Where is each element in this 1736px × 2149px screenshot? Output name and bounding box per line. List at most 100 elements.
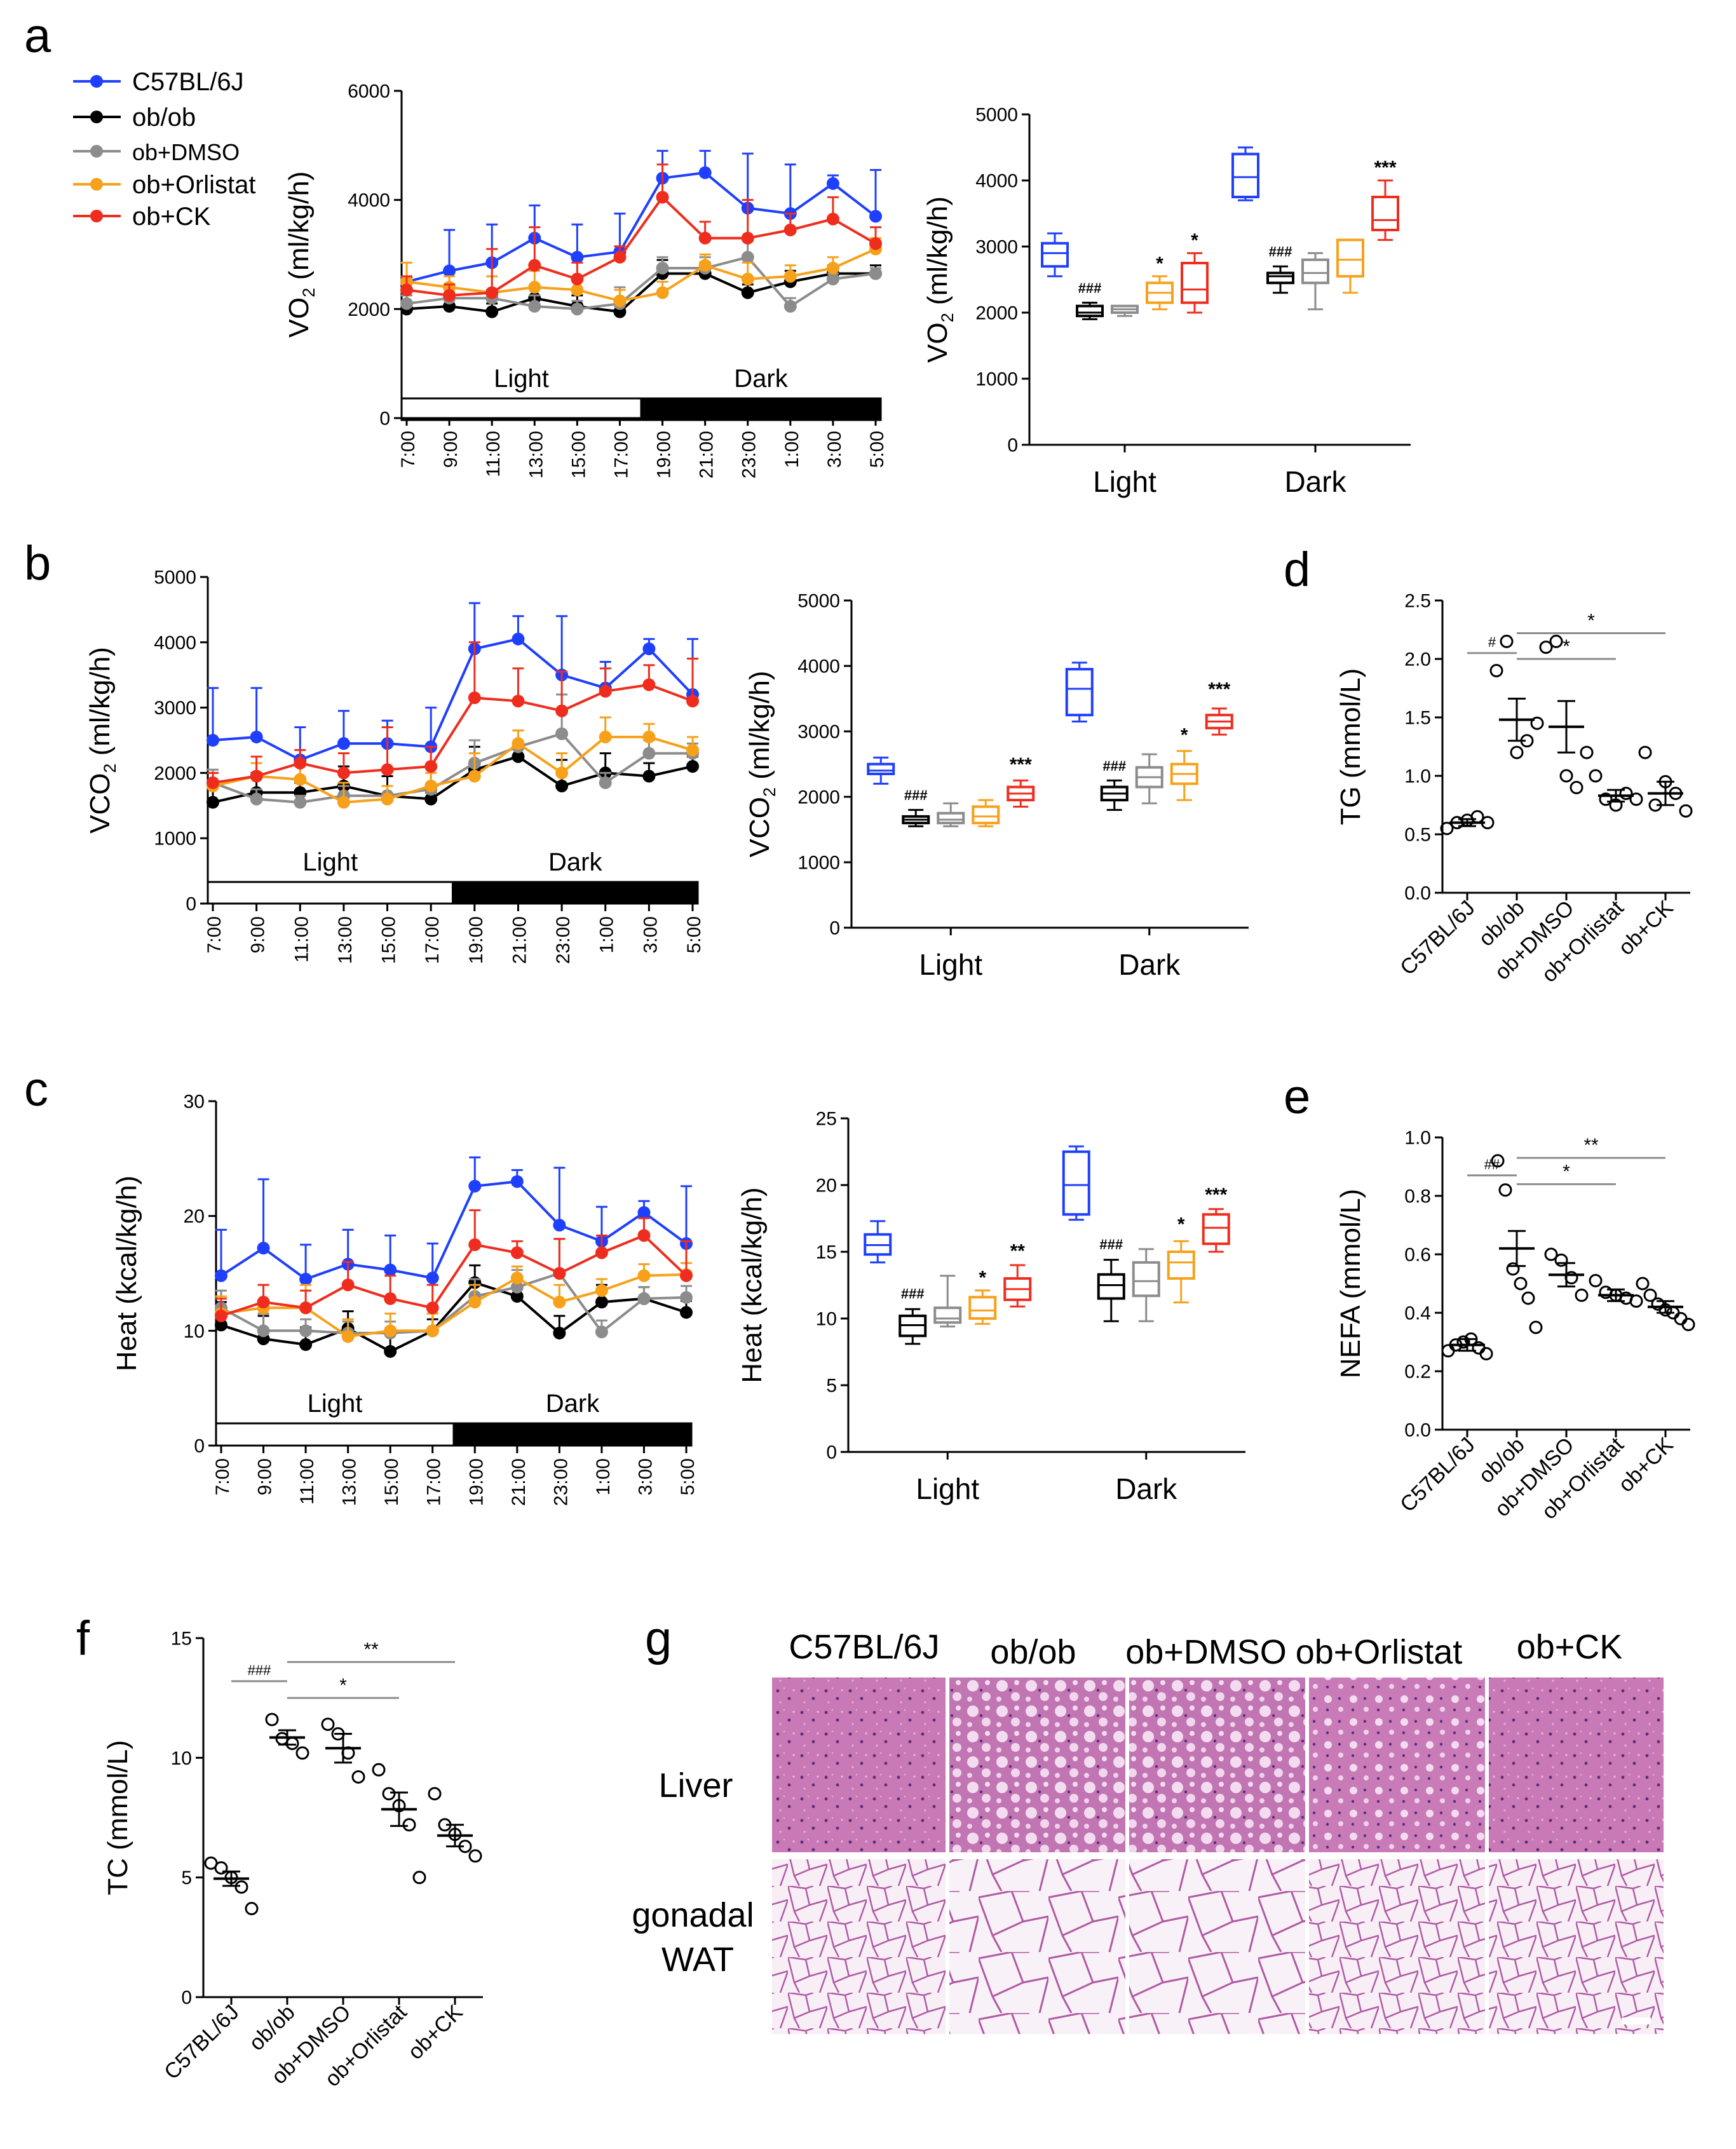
significance-label: * — [1156, 253, 1163, 274]
data-point — [299, 1301, 313, 1315]
x-category-label: ob+CK — [403, 2000, 468, 2064]
phase-label-light: Light — [308, 1390, 363, 1418]
y-tick-label: 2.5 — [1404, 591, 1431, 612]
y-tick-label: 5000 — [797, 591, 840, 612]
significance-label: ** — [1010, 1240, 1026, 1261]
data-point — [426, 1324, 439, 1338]
y-tick-label: 5000 — [154, 567, 196, 588]
x-tick-label: 17:00 — [422, 916, 443, 964]
data-point — [1529, 1320, 1543, 1334]
data-point — [1554, 1253, 1568, 1267]
significance-label: * — [1181, 724, 1188, 745]
data-point — [510, 1271, 524, 1285]
data-point — [595, 1325, 608, 1339]
chart-a-box: 0 1000 2000 3000 4000 5000 VO2 (ml/kg/h) Light D… — [922, 105, 1411, 498]
data-point — [656, 286, 669, 299]
data-point — [485, 305, 499, 318]
y-tick-label: 2000 — [975, 303, 1018, 324]
y-tick-label: 0.2 — [1404, 1362, 1431, 1383]
legend-marker — [90, 111, 103, 123]
histo-col-label-dmso: ob+DMSO — [1125, 1633, 1287, 1671]
x-tick-label: 1:00 — [593, 1458, 614, 1495]
data-point — [869, 210, 882, 223]
x-category-label: ob+CK — [1614, 896, 1678, 960]
data-point — [384, 1324, 397, 1338]
data-point — [595, 1284, 608, 1298]
x-tick-label: 23:00 — [553, 916, 574, 964]
data-point — [512, 737, 525, 750]
data-point — [1514, 1277, 1528, 1291]
significance-label: * — [339, 1675, 347, 1696]
data-point — [1589, 1273, 1603, 1287]
x-tick-label: 1:00 — [597, 916, 618, 953]
y-axis-label: VO2 (ml/kg/h) — [283, 172, 318, 338]
data-point — [555, 779, 569, 792]
x-tick-label: 15:00 — [568, 431, 589, 478]
legend-marker — [90, 178, 103, 191]
data-point — [571, 283, 584, 297]
data-point — [424, 760, 438, 773]
significance-label: ### — [901, 1286, 925, 1302]
significance-label: * — [1587, 611, 1595, 632]
x-tick-label: 5:00 — [867, 431, 888, 468]
data-point — [234, 1880, 248, 1894]
y-tick-label: 25 — [816, 1109, 837, 1130]
box — [1132, 1261, 1160, 1298]
histo-col-label-ck: ob+CK — [1517, 1628, 1623, 1666]
x-tick-label: 13:00 — [339, 1458, 360, 1506]
significance-label: *** — [1208, 679, 1230, 700]
legend-item-dmso: ob+DMSO — [73, 139, 240, 165]
box — [933, 1306, 962, 1324]
data-point — [382, 1787, 396, 1801]
data-point — [553, 1296, 566, 1309]
data-point — [1491, 1154, 1505, 1168]
legend-item-c57: C57BL/6J — [73, 68, 244, 96]
x-tick-label: 7:00 — [398, 431, 419, 468]
data-point — [428, 1787, 442, 1801]
box — [1301, 258, 1329, 285]
data-point — [468, 1238, 482, 1251]
data-point — [741, 231, 754, 245]
x-tick-label: 5:00 — [677, 1458, 698, 1495]
y-tick-label: 5000 — [975, 105, 1018, 126]
dark-phase-bar — [452, 881, 699, 905]
data-point — [783, 223, 797, 236]
light-phase-bar — [215, 1422, 455, 1447]
significance-label: *** — [1205, 1184, 1227, 1205]
series-line — [212, 732, 693, 804]
x-tick-label: 13:00 — [526, 431, 546, 478]
histo-liver-ck — [1489, 1678, 1664, 1852]
data-point — [571, 273, 584, 286]
data-point — [826, 212, 839, 226]
box — [1065, 668, 1094, 717]
histo-row-label-wat-line1: gonadal — [632, 1896, 754, 1934]
x-tick-label: 1:00 — [782, 431, 803, 468]
x-tick-label: 3:00 — [635, 1458, 656, 1495]
x-tick-label: 15:00 — [379, 916, 400, 964]
histo-wat-obob — [949, 1859, 1125, 2034]
y-tick-label: 1.0 — [1404, 1128, 1431, 1149]
box — [972, 805, 1000, 825]
data-point — [869, 237, 882, 250]
data-point — [512, 695, 525, 708]
x-category-label: Dark — [1284, 465, 1346, 498]
data-point — [826, 273, 839, 286]
data-point — [656, 261, 669, 275]
data-point — [1498, 1183, 1512, 1197]
histo-row-label-wat: gonadal WAT — [632, 1896, 763, 1979]
box — [937, 811, 965, 825]
data-point — [402, 1818, 416, 1832]
y-tick-label: 15 — [171, 1629, 192, 1650]
y-tick-label: 4000 — [797, 656, 840, 677]
y-tick-label: 0 — [379, 409, 390, 430]
y-tick-label: 0 — [826, 1442, 837, 1463]
data-point — [341, 1278, 355, 1292]
data-point — [257, 1324, 270, 1338]
data-point — [295, 1746, 309, 1760]
histo-liver-orlistat — [1309, 1678, 1485, 1852]
box — [1202, 1213, 1230, 1245]
legend-label: C57BL/6J — [132, 68, 244, 96]
y-label-part: VO — [283, 297, 315, 338]
y-axis-label: TC (mmol/L) — [102, 1740, 133, 1895]
data-point — [1580, 745, 1594, 759]
